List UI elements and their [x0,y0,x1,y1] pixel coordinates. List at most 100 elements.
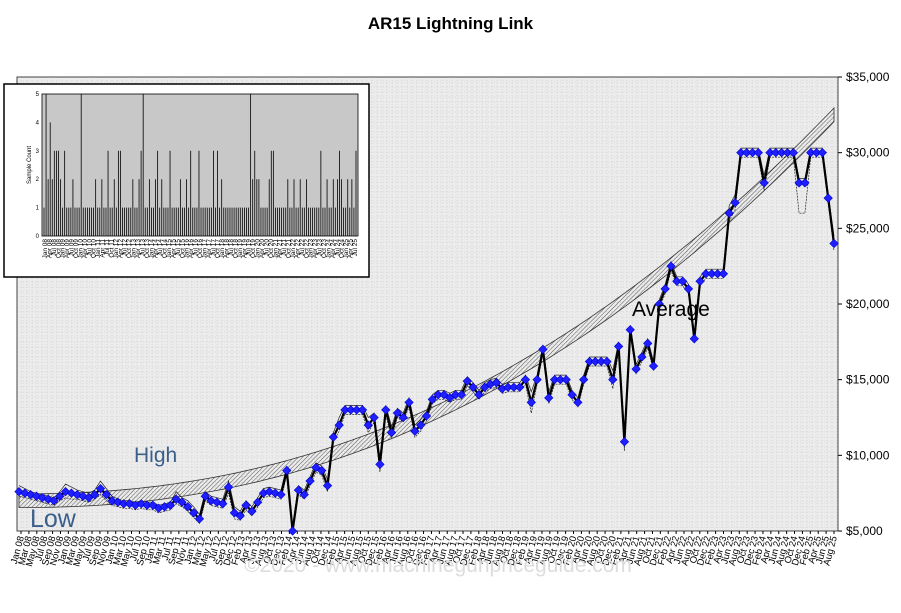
inset-x-tick-label: Oct 12 [126,239,133,259]
inset-x-tick-label: Jan 08 [42,239,49,259]
inset-x-tick-label: Apr 19 [241,239,248,259]
inset-x-tick-label: Oct 18 [232,239,239,259]
inset-x-tick-label: Jul 15 [175,239,182,257]
data-point [90,490,100,500]
y-tick-label: $10,000 [846,448,890,462]
data-point [357,405,368,415]
data-point [526,397,536,407]
data-point [282,465,292,476]
data-point [468,382,478,392]
inset-x-tick-label: Jan 22 [290,239,297,259]
data-point [678,276,688,286]
y-tick-label: $25,000 [846,221,890,235]
inset-x-tick-label: Jan 15 [166,239,173,259]
inset-x-tick-label: Oct 17 [215,239,222,259]
data-point [643,338,653,348]
data-point [829,238,839,249]
inset-x-tick-label: Apr 18 [224,239,231,259]
inset-x-tick-label: Jul 10 [86,239,93,257]
inset-y-tick-label: 1 [36,206,40,212]
inset-x-tick-label: Jul 13 [139,239,146,257]
data-point [194,514,205,524]
data-point [253,497,263,507]
data-point [689,334,699,344]
data-point [148,500,158,510]
inset-x-tick-label: Oct 20 [268,239,275,259]
inset-x-tick-label: Jul 09 [69,239,76,257]
data-point [480,382,490,392]
inset-x-tick-label: Jan 17 [201,239,208,259]
data-point [223,482,234,492]
inset-x-tick-label: Jan 09 [60,239,67,259]
y-tick-label: $35,000 [846,70,890,84]
data-point [287,526,298,536]
inset-x-tick-label: Oct 24 [339,239,346,259]
inset-x-tick-label: Jul 17 [210,239,217,257]
watermark: ©2020 - www.machinegunpriceguide.com [244,554,632,577]
data-point [101,490,111,500]
data-point [43,494,53,504]
inset-x-tick-label: Jan 14 [148,239,155,259]
inset-x-tick-label: Jan 16 [184,239,191,259]
data-point [538,344,548,355]
data-point [491,378,501,388]
inset-x-tick-label: Jan 18 [219,239,226,259]
inset-x-tick-label: Oct 09 [73,239,80,259]
inset-y-tick-label: 5 [36,92,40,98]
data-point [229,508,240,518]
inset-x-tick-label: Jan 19 [237,239,244,259]
data-point [60,487,71,497]
data-point [386,428,397,438]
inset-x-tick-label: Jul 23 [317,239,324,257]
inset-y-tick-label: 3 [36,149,40,155]
data-point [520,375,531,385]
data-point [293,485,304,495]
inset-x-tick-label: Oct 22 [303,239,310,259]
data-point [328,432,338,442]
inset-x-tick-label: Oct 19 [250,239,257,259]
inset-x-tick-label: Apr 14 [153,239,160,259]
inset-x-tick-label: Jul 12 [122,239,129,257]
annotation-high: High [134,444,177,467]
data-point [241,500,251,510]
data-point [200,491,210,501]
data-point [817,148,827,158]
data-point [26,490,36,500]
data-point [515,382,525,392]
inset-x-tick-label: Apr 13 [135,239,142,259]
inset-x-tick-label: Jul 24 [334,239,341,257]
data-point [375,459,385,470]
inset-x-tick-label: Apr 10 [82,239,89,259]
inset-x-tick-label: Jan 21 [272,239,279,259]
chart-title: AR15 Lightning Link [367,14,534,33]
data-point [788,148,798,158]
data-point [619,437,630,447]
y-tick-label: $20,000 [846,297,890,311]
inset-x-tick-label: Jul 25 [352,239,359,257]
data-point [305,476,315,486]
data-point [654,299,664,309]
inset-x-tick-label: Jan 13 [131,239,138,259]
data-point [183,502,193,512]
data-point [445,393,455,403]
data-point [724,208,734,218]
data-point [165,500,175,510]
data-point [299,490,309,500]
data-point [561,375,571,385]
inset-x-tick-label: Jan 20 [255,239,262,259]
inset-x-tick-label: Jul 11 [104,239,111,256]
data-point [95,484,106,494]
inset-x-tick-label: Oct 08 [55,239,62,259]
inset-x-tick-label: Jan 25 [343,239,350,259]
data-point [369,412,379,423]
data-point [416,420,426,430]
inset-x-tick-label: Oct 21 [286,239,293,259]
data-point [631,364,641,374]
data-point [608,375,618,385]
inset-x-tick-label: Jul 14 [157,239,164,257]
inset-x-tick-label: Apr 24 [330,239,337,259]
inset-y-tick-label: 2 [36,177,40,183]
data-point [311,462,321,473]
